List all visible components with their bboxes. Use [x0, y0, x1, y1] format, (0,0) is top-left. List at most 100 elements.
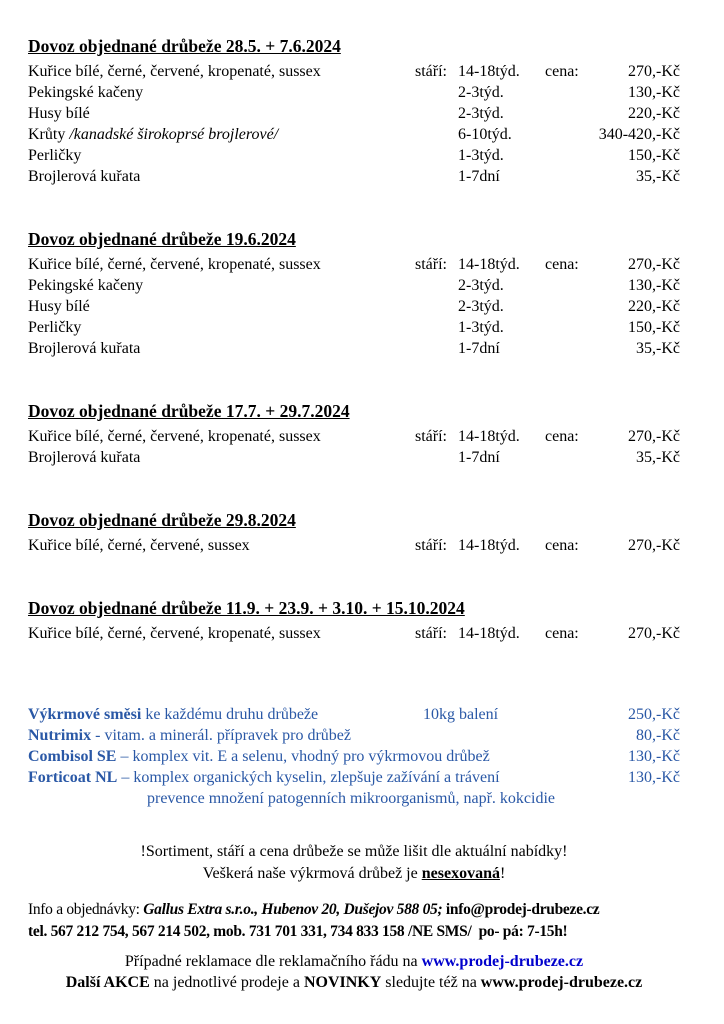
product-name: Výkrmové směsi ke každému druhu drůbeže: [28, 706, 318, 723]
table-row: Kuřice bílé, černé, červené, kropenaté, …: [28, 61, 680, 82]
item-name: Brojlerová kuřata: [28, 168, 141, 185]
age-value: 1-7dní: [458, 449, 500, 466]
item-name: Kuřice bílé, černé, červené, sussex: [28, 537, 250, 554]
product-row: Výkrmové směsi ke každému druhu drůbeže 1…: [28, 704, 680, 725]
section-heading: Dovoz objednané drůbeže 17.7. + 29.7.202…: [28, 401, 350, 421]
age-value: 2-3týd.: [458, 298, 504, 315]
price-value: 270,-Kč: [628, 428, 680, 445]
delivery-section: Dovoz objednané drůbeže 29.8.2024 Kuřice …: [28, 510, 680, 556]
company-address: Gallus Extra s.r.o., Hubenov 20, Dušejov…: [143, 901, 443, 918]
akce-text-2: sledujte též na: [381, 974, 481, 991]
delivery-section: Dovoz objednané drůbeže 19.6.2024 Kuřice …: [28, 229, 680, 359]
price-value: 150,-Kč: [628, 147, 680, 164]
delivery-section: Dovoz objednané drůbeže 11.9. + 23.9. + …: [28, 598, 680, 644]
orders-info-prefix: Info a objednávky:: [28, 901, 144, 918]
package-size: 10kg balení: [423, 706, 499, 723]
delivery-section: Dovoz objednané drůbeže 17.7. + 29.7.202…: [28, 401, 680, 468]
item-name: Husy bílé: [28, 105, 90, 122]
table-row: Kuřice bílé, černé, červené, kropenaté, …: [28, 623, 680, 644]
item-name: Husy bílé: [28, 298, 90, 315]
price-value: 35,-Kč: [636, 340, 680, 357]
product-description: - vitam. a minerál. přípravek pro drůbež: [91, 727, 352, 744]
item-name: Kuřice bílé, černé, červené, kropenaté, …: [28, 625, 321, 642]
product-name-bold: Combisol SE: [28, 748, 117, 765]
product-description: ke každému druhu drůbeže: [141, 706, 319, 723]
product-row: Forticoat NL – komplex organických kysel…: [28, 767, 680, 788]
orders-info-line: Info a objednávky: Gallus Extra s.r.o., …: [28, 899, 680, 921]
age-value: 2-3týd.: [458, 105, 504, 122]
age-value: 14-18týd.: [458, 428, 520, 445]
price-value: 35,-Kč: [636, 168, 680, 185]
akce-bold: Další AKCE: [65, 974, 150, 991]
age-label: stáří:: [415, 428, 447, 445]
item-name: Pekingské kačeny: [28, 84, 144, 101]
novinky-bold: NOVINKY: [303, 974, 382, 991]
unsexed-notice-suffix: !: [499, 864, 506, 882]
complaints-text: Případné reklamace dle reklamačního řádu…: [124, 953, 422, 970]
price-value: 270,-Kč: [628, 256, 680, 273]
price-value: 130,-Kč: [628, 84, 680, 101]
age-value: 2-3týd.: [458, 277, 504, 294]
age-value: 2-3týd.: [458, 84, 504, 101]
price-label: cena:: [545, 63, 579, 80]
price-value: 220,-Kč: [628, 105, 680, 122]
price-value: 270,-Kč: [628, 537, 680, 554]
price-value: 270,-Kč: [628, 63, 680, 80]
age-value: 1-7dní: [458, 340, 500, 357]
age-label: stáří:: [415, 256, 447, 273]
age-label: stáří:: [415, 63, 447, 80]
age-value: 1-3týd.: [458, 147, 504, 164]
item-name: Perličky: [28, 147, 82, 164]
product-name-bold: Výkrmové směsi: [28, 706, 142, 723]
age-label: stáří:: [415, 537, 447, 554]
table-row: Pekingské kačeny 2-3týd. 130,-Kč: [28, 82, 680, 103]
table-row: Pekingské kačeny 2-3týd. 130,-Kč: [28, 275, 680, 296]
notices: !Sortiment, stáří a cena drůbeže se může…: [28, 841, 680, 884]
age-value: 14-18týd.: [458, 537, 520, 554]
assortment-notice: !Sortiment, stáří a cena drůbeže se může…: [140, 843, 568, 860]
item-name: Pekingské kačeny: [28, 277, 144, 294]
price-value: 130,-Kč: [628, 277, 680, 294]
prodej-drubeze-link[interactable]: www.prodej-drubeze.cz: [421, 953, 584, 970]
price-value: 220,-Kč: [628, 298, 680, 315]
akce-text-1: na jednotlivé prodeje a: [149, 974, 304, 991]
product-row: Combisol SE – komplex vit. E a selenu, v…: [28, 746, 680, 767]
price-value: 270,-Kč: [628, 625, 680, 642]
complaints-line: Případné reklamace dle reklamačního řádu…: [28, 951, 680, 972]
table-row: Brojlerová kuřata 1-7dní 35,-Kč: [28, 447, 680, 468]
unsexed-notice-bold: nesexovaná: [421, 864, 500, 882]
price-value: 130,-Kč: [628, 748, 680, 765]
phone-line: tel. 567 212 754, 567 214 502, mob. 731 …: [28, 922, 568, 940]
item-name: Kuřice bílé, černé, červené, kropenaté, …: [28, 63, 321, 80]
unsexed-notice-prefix: Veškerá naše výkrmová drůbež je: [202, 864, 422, 882]
product-description: – komplex organických kyselin, zlepšuje …: [117, 769, 500, 786]
contact-email: info@prodej-drubeze.cz: [442, 901, 600, 918]
table-row: Krůty /kanadské širokoprsé brojlerové/6-…: [28, 124, 680, 145]
item-name: Kuřice bílé, černé, červené, kropenaté, …: [28, 428, 321, 445]
news-line: Další AKCE na jednotlivé prodeje a NOVIN…: [28, 972, 680, 993]
feed-products-section: Výkrmové směsi ke každému druhu drůbeže 1…: [28, 704, 680, 809]
table-row: Kuřice bílé, černé, červené, sussex stáří…: [28, 535, 680, 556]
age-value: 1-7dní: [458, 168, 500, 185]
table-row: Kuřice bílé, černé, červené, kropenaté, …: [28, 254, 680, 275]
product-name: Forticoat NL – komplex organických kysel…: [28, 769, 500, 786]
table-row: Perličky 1-3týd. 150,-Kč: [28, 317, 680, 338]
table-row: Kuřice bílé, černé, červené, kropenaté, …: [28, 426, 680, 447]
age-value: 14-18týd.: [458, 625, 520, 642]
product-name-bold: Nutrimix: [28, 727, 92, 744]
product-description: – komplex vit. E a selenu, vhodný pro vý…: [116, 748, 490, 765]
price-value: 340-420,-Kč: [598, 126, 680, 143]
table-row: Husy bílé 2-3týd. 220,-Kč: [28, 296, 680, 317]
section-heading: Dovoz objednané drůbeže 11.9. + 23.9. + …: [28, 598, 465, 618]
item-name: Brojlerová kuřata: [28, 340, 141, 357]
price-label: cena:: [545, 537, 579, 554]
age-value: 1-3týd.: [458, 319, 504, 336]
delivery-section: Dovoz objednané drůbeže 28.5. + 7.6.2024…: [28, 36, 680, 187]
item-name: Perličky: [28, 319, 82, 336]
section-heading: Dovoz objednané drůbeže 19.6.2024: [28, 229, 296, 249]
table-row: Perličky 1-3týd. 150,-Kč: [28, 145, 680, 166]
age-label: stáří:: [415, 625, 447, 642]
table-row: Brojlerová kuřata 1-7dní 35,-Kč: [28, 338, 680, 359]
item-name-italic: /kanadské širokoprsé brojlerové/: [69, 126, 279, 143]
